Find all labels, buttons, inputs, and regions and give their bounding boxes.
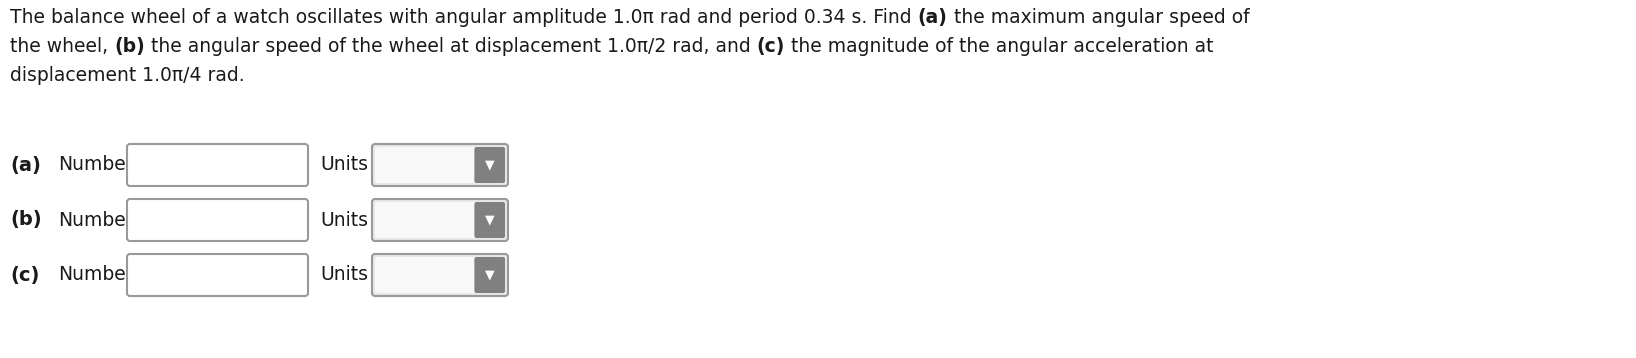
Text: the magnitude of the angular acceleration at: the magnitude of the angular acceleratio…: [785, 37, 1214, 56]
Text: Units: Units: [321, 266, 368, 285]
FancyBboxPatch shape: [474, 202, 506, 238]
Text: displacement 1.0π/4 rad.: displacement 1.0π/4 rad.: [10, 66, 245, 85]
Text: (c): (c): [756, 37, 785, 56]
Text: the maximum angular speed of: the maximum angular speed of: [947, 8, 1250, 27]
Text: Units: Units: [321, 155, 368, 174]
Text: the angular speed of the wheel at displacement 1.0π/2 rad, and: the angular speed of the wheel at displa…: [146, 37, 756, 56]
Text: Number: Number: [57, 211, 134, 229]
Text: The balance wheel of a watch oscillates with angular amplitude 1.0π rad and peri: The balance wheel of a watch oscillates …: [10, 8, 918, 27]
Text: (b): (b): [115, 37, 146, 56]
Text: ▼: ▼: [484, 159, 494, 171]
Text: Number: Number: [57, 266, 134, 285]
Text: ▼: ▼: [484, 213, 494, 227]
Text: (a): (a): [918, 8, 947, 27]
Text: Number: Number: [57, 155, 134, 174]
FancyBboxPatch shape: [474, 147, 506, 183]
FancyBboxPatch shape: [375, 257, 476, 293]
Text: (b): (b): [10, 211, 41, 229]
FancyBboxPatch shape: [128, 144, 308, 186]
FancyBboxPatch shape: [474, 257, 506, 293]
FancyBboxPatch shape: [371, 199, 509, 241]
FancyBboxPatch shape: [371, 144, 509, 186]
Text: (a): (a): [10, 155, 41, 174]
FancyBboxPatch shape: [375, 202, 476, 238]
Text: Units: Units: [321, 211, 368, 229]
FancyBboxPatch shape: [128, 199, 308, 241]
FancyBboxPatch shape: [128, 254, 308, 296]
FancyBboxPatch shape: [375, 147, 476, 183]
Text: ▼: ▼: [484, 268, 494, 281]
Text: (c): (c): [10, 266, 39, 285]
Text: the wheel,: the wheel,: [10, 37, 115, 56]
FancyBboxPatch shape: [371, 254, 509, 296]
